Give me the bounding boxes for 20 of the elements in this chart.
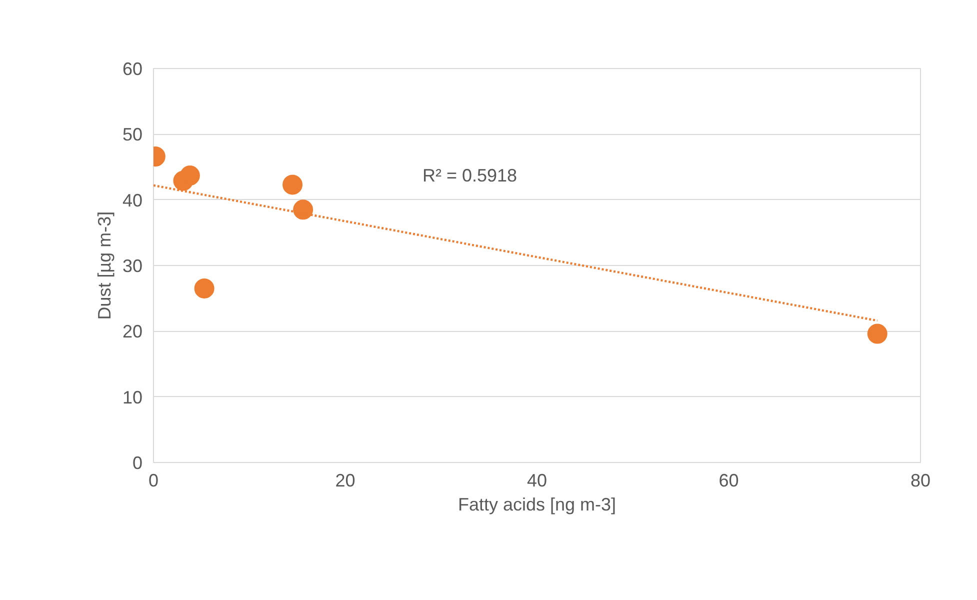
- x-tick-label: 20: [335, 470, 356, 490]
- annotation: R² = 0.5918: [422, 166, 518, 186]
- y-tick-label: 60: [122, 59, 143, 79]
- x-tick-label: 40: [526, 470, 548, 490]
- y-tick-label: 0: [132, 453, 143, 473]
- x-axis-title: Fatty acids [ng m-3]: [458, 494, 616, 514]
- y-tick-label: 30: [122, 256, 143, 276]
- point: [282, 174, 303, 195]
- x-tick-label: 0: [148, 470, 159, 490]
- y-tick-label: 40: [122, 190, 143, 210]
- x-tick-label: 80: [910, 470, 931, 490]
- y-tick-label: 10: [122, 387, 143, 408]
- point: [180, 166, 200, 186]
- y-tick-label: 20: [122, 322, 143, 342]
- point: [194, 278, 214, 298]
- y-axis-title: Dust [µg m-3]: [94, 211, 114, 320]
- y-tick-label: 50: [122, 124, 143, 145]
- point: [867, 324, 888, 344]
- x-tick-label: 60: [718, 470, 739, 490]
- point: [293, 200, 314, 220]
